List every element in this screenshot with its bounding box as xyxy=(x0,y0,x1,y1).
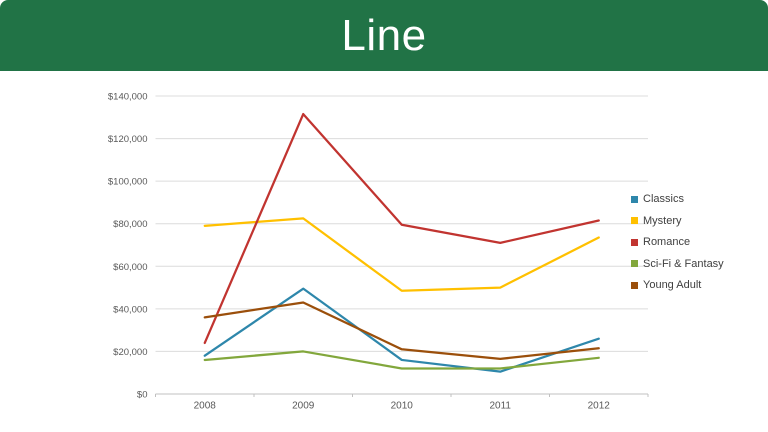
legend-label: Mystery xyxy=(643,214,682,227)
series-line-romance xyxy=(203,112,600,345)
y-tick-label: $140,000 xyxy=(108,92,148,103)
legend-item-young-adult: Young Adult xyxy=(631,279,724,291)
series-line-classics xyxy=(203,287,600,373)
y-tick-label: $60,000 xyxy=(113,262,147,273)
slide-title: Line xyxy=(341,10,427,60)
legend-label: Sci-Fi & Fantasy xyxy=(643,257,724,270)
legend-swatch-mystery xyxy=(631,217,638,224)
series-line-sci-fi-fantasy xyxy=(203,350,600,370)
legend-label: Young Adult xyxy=(643,279,702,291)
y-tick-label: $0 xyxy=(137,390,148,401)
legend-swatch-romance xyxy=(631,238,638,246)
y-tick-label: $80,000 xyxy=(113,219,147,230)
x-tick-label: 2008 xyxy=(194,401,217,412)
legend-item-mystery: Mystery xyxy=(631,215,724,227)
legend-item-romance: Romance xyxy=(631,236,724,248)
slide-title-bar: Line xyxy=(0,0,768,71)
series-line-young-adult xyxy=(203,301,600,361)
legend-swatch-young-adult xyxy=(631,281,638,289)
legend-swatch-sci-fi-fantasy xyxy=(631,260,638,267)
series-line-mystery xyxy=(203,217,600,292)
y-tick-label: $120,000 xyxy=(108,134,148,145)
x-tick-label: 2010 xyxy=(391,401,414,412)
legend-item-sci-fi-fantasy: Sci-Fi & Fantasy xyxy=(631,258,724,270)
legend-label: Classics xyxy=(643,193,684,205)
legend-label: Romance xyxy=(643,236,691,248)
y-tick-label: $100,000 xyxy=(108,177,148,188)
chart-legend: Classics Mystery Romance Sci-Fi & Fantasy Yo… xyxy=(631,193,724,301)
legend-swatch-classics xyxy=(631,195,638,203)
x-tick-label: 2012 xyxy=(588,401,611,412)
x-tick-label: 2011 xyxy=(489,401,511,412)
legend-item-classics: Classics xyxy=(631,193,724,205)
x-tick-label: 2009 xyxy=(292,401,315,412)
y-tick-label: $20,000 xyxy=(113,347,147,358)
y-tick-label: $40,000 xyxy=(113,304,147,315)
